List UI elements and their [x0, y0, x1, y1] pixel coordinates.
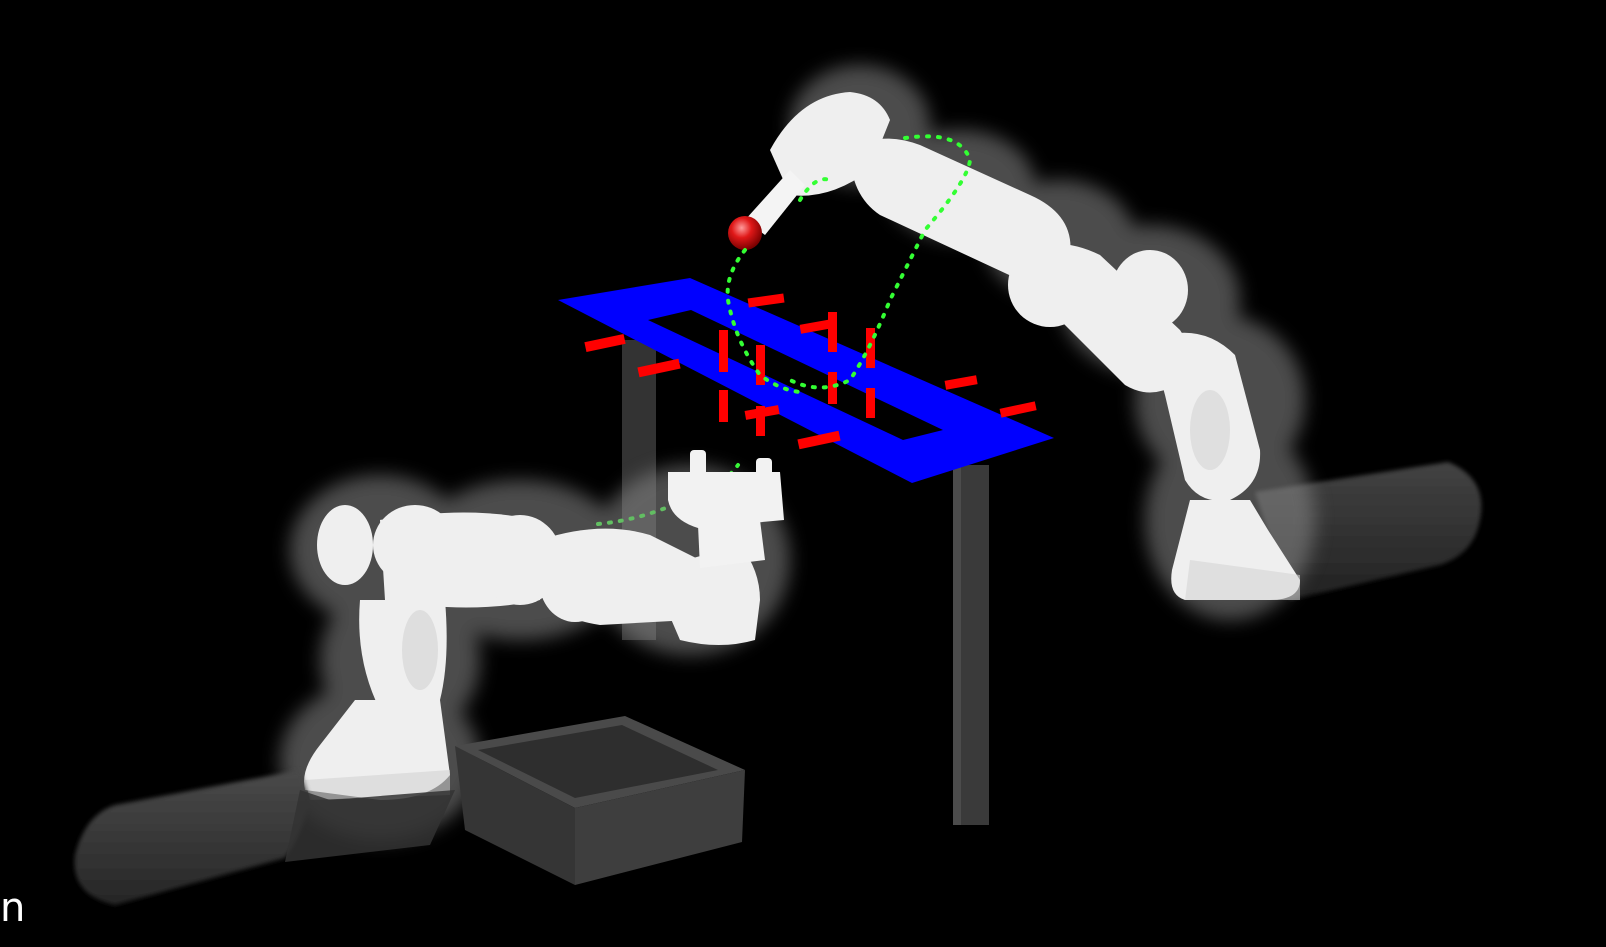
right-robot-arm	[728, 65, 1315, 620]
target-sphere	[728, 216, 762, 250]
storage-bin	[455, 716, 745, 885]
left-rail	[74, 770, 455, 905]
caption-text: n	[0, 885, 26, 931]
left-robot-arm	[280, 450, 790, 840]
left-arm-gripper	[668, 450, 784, 568]
right-arm-end-effector	[745, 170, 805, 235]
